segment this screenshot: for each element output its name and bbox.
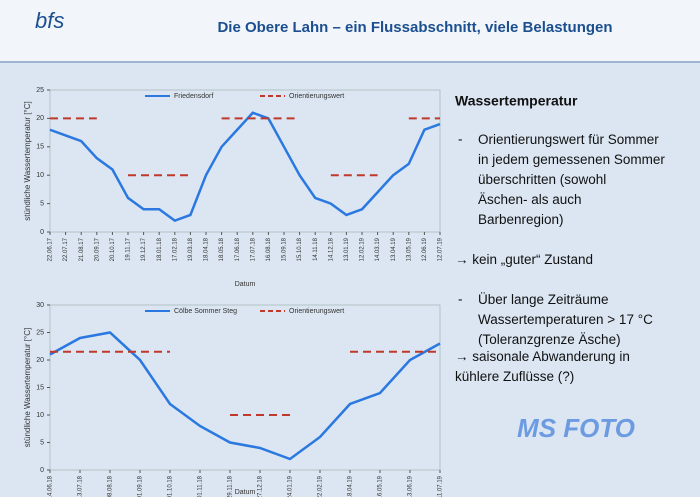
- x-tick-label: 15.10.18: [297, 237, 303, 261]
- logo: bfs: [35, 8, 64, 33]
- x-tick-label: 18.04.19: [348, 475, 354, 497]
- x-tick-label: 20.09.17: [94, 237, 100, 261]
- x-tick-label: 13.07.18: [78, 475, 84, 497]
- watermark: MS FOTO: [517, 413, 635, 443]
- x-tick-label: 11.07.19: [438, 475, 444, 497]
- x-tick-label: 01.09.18: [138, 475, 144, 497]
- y-axis-label: stündliche Wassertemperatur [°C]: [23, 101, 32, 220]
- x-tick-label: 14.06.18: [48, 475, 54, 497]
- x-tick-label: 19.11.17: [126, 237, 132, 261]
- x-tick-label: 19.12.17: [141, 237, 147, 261]
- y-tick-label: 10: [36, 412, 44, 419]
- x-tick-label: 22.06.17: [48, 237, 54, 261]
- x-tick-label: 08.08.18: [108, 475, 114, 497]
- x-tick-label: 17.07.18: [250, 237, 256, 261]
- panel-heading: Wassertemperatur: [455, 93, 578, 109]
- x-tick-label: 14.11.18: [313, 237, 319, 261]
- y-tick-label: 5: [40, 200, 44, 207]
- x-tick-label: 13.04.19: [391, 237, 397, 261]
- x-tick-label: 15.09.18: [282, 237, 288, 261]
- y-tick-label: 25: [36, 87, 44, 94]
- legend-label: Friedensdorf: [174, 93, 213, 100]
- series-line: [50, 350, 440, 416]
- x-tick-label: 13.05.19: [406, 237, 412, 261]
- legend-label: Orientierungswert: [289, 308, 344, 315]
- y-tick-label: 15: [36, 384, 44, 391]
- bullet: Orientierungswert für Sommer in jedem gem…: [478, 132, 665, 227]
- series-line: [49, 331, 441, 461]
- y-tick-label: 20: [36, 115, 44, 122]
- x-tick-label: 16.08.18: [266, 237, 272, 261]
- x-tick-label: 12.02.19: [360, 237, 366, 261]
- x-tick-label: 12.06.19: [422, 237, 428, 261]
- x-tick-label: 17.06.18: [235, 237, 241, 261]
- title: Die Obere Lahn – ein Flussabschnitt, vie…: [217, 19, 612, 36]
- x-tick-label: 20.10.17: [110, 237, 116, 261]
- bullet: → saisonale Abwanderung in kühlere Zuflüs…: [455, 349, 630, 384]
- x-tick-label: 24.01.19: [288, 475, 294, 497]
- header-band: [0, 0, 700, 62]
- x-tick-label: 19.03.18: [188, 237, 194, 261]
- y-tick-label: 0: [40, 467, 44, 474]
- x-tick-label: 13.06.19: [408, 475, 414, 497]
- y-axis-label: stündliche Wassertemperatur [°C]: [23, 328, 32, 447]
- x-tick-label: 01.10.18: [168, 475, 174, 497]
- x-tick-label: 21.08.17: [79, 237, 85, 261]
- bullet: → kein „guter“ Zustand: [455, 252, 593, 267]
- y-tick-label: 20: [36, 357, 44, 364]
- y-tick-label: 15: [36, 144, 44, 151]
- series-line: [49, 111, 441, 223]
- x-tick-label: 01.11.18: [198, 475, 204, 497]
- x-tick-label: 16.05.19: [378, 475, 384, 497]
- plot-area: [49, 89, 441, 233]
- legend-label: Cölbe Sommer Steg: [174, 308, 237, 315]
- x-tick-label: 22.02.19: [318, 475, 324, 497]
- bullet: Über lange Zeiträume Wassertemperaturen >…: [478, 292, 653, 347]
- x-tick-label: 29.11.18: [228, 475, 234, 497]
- x-axis-label: Datum: [235, 281, 256, 288]
- y-tick-label: 30: [36, 302, 44, 309]
- x-tick-label: 13.01.19: [344, 237, 350, 261]
- legend-label: Orientierungswert: [289, 93, 344, 100]
- x-tick-label: 14.12.18: [328, 237, 334, 261]
- x-tick-label: 14.03.19: [375, 237, 381, 261]
- x-tick-label: 18.01.18: [157, 237, 163, 261]
- x-axis-label: Datum: [235, 489, 256, 496]
- x-tick-label: 27.12.18: [258, 475, 264, 497]
- x-tick-label: 18.05.18: [219, 237, 225, 261]
- y-tick-label: 5: [40, 439, 44, 446]
- series-line: [50, 117, 440, 177]
- x-tick-label: 17.02.18: [172, 237, 178, 261]
- bullet-dash: -: [458, 292, 463, 307]
- bullet-dash: -: [458, 132, 463, 147]
- x-tick-label: 12.07.19: [438, 237, 444, 261]
- x-tick-label: 18.04.18: [204, 237, 210, 261]
- y-tick-label: 10: [36, 172, 44, 179]
- y-tick-label: 25: [36, 329, 44, 336]
- x-tick-label: 22.07.17: [63, 237, 69, 261]
- y-tick-label: 0: [40, 229, 44, 236]
